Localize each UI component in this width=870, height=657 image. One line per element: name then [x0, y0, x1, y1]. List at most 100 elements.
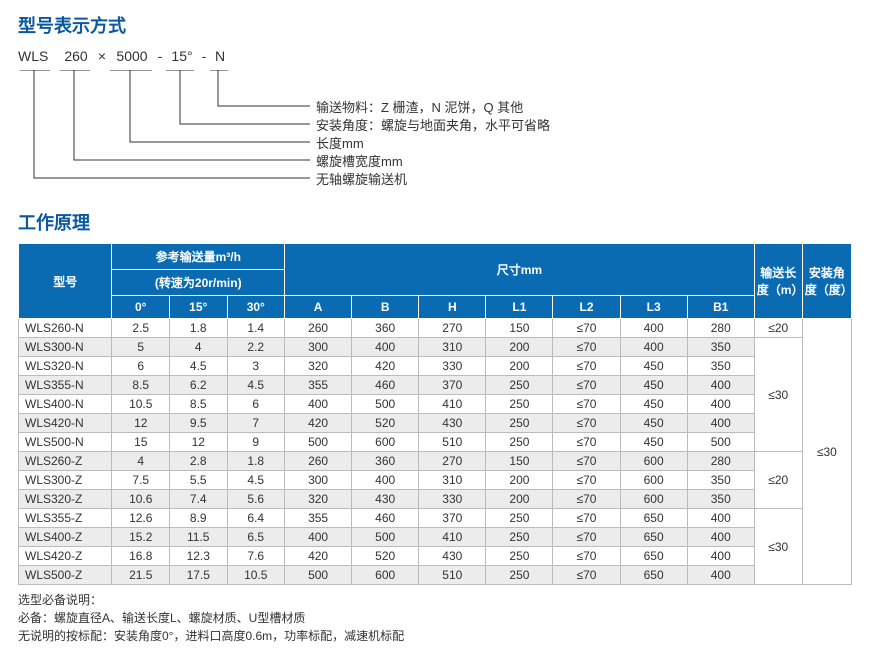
table-cell: 4.5 — [227, 471, 285, 490]
th-15: 15° — [170, 296, 228, 319]
table-row: WLS355-N8.56.24.5355460370250≤70450400 — [19, 376, 852, 395]
note-line-3: 无说明的按标配：安装角度0°，进料口高度0.6m，功率标配，减速机标配 — [18, 627, 852, 645]
table-cell: 250 — [486, 433, 553, 452]
table-cell: 320 — [285, 357, 352, 376]
spec-table-body: WLS260-N2.51.81.4260360270150≤70400280≤2… — [19, 319, 852, 585]
table-cell: 1.8 — [227, 452, 285, 471]
table-cell: 150 — [486, 452, 553, 471]
table-cell: ≤70 — [553, 433, 620, 452]
table-cell: 310 — [419, 338, 486, 357]
th-30: 30° — [227, 296, 285, 319]
table-cell: 430 — [419, 414, 486, 433]
table-row: WLS420-Z16.812.37.6420520430250≤70650400 — [19, 547, 852, 566]
table-cell: 330 — [419, 357, 486, 376]
table-row: WLS260-N2.51.81.4260360270150≤70400280≤2… — [19, 319, 852, 338]
working-principle-section: 工作原理 型号 参考输送量m³/h 尺寸mm 输送长度（m） 安装角度（度） (… — [18, 209, 852, 645]
table-cell: 8.9 — [170, 509, 228, 528]
table-cell: 600 — [352, 566, 419, 585]
table-cell: 500 — [352, 395, 419, 414]
table-cell: 250 — [486, 395, 553, 414]
table-cell: 310 — [419, 471, 486, 490]
th-a: A — [285, 296, 352, 319]
table-cell: 600 — [620, 471, 687, 490]
table-cell: 6 — [112, 357, 170, 376]
table-cell: 300 — [285, 471, 352, 490]
model-dash2: - — [198, 48, 210, 64]
table-cell: 520 — [352, 547, 419, 566]
table-cell: 350 — [687, 490, 754, 509]
table-cell: 400 — [687, 547, 754, 566]
table-cell: 5 — [112, 338, 170, 357]
table-cell: 260 — [285, 319, 352, 338]
table-cell: 360 — [352, 319, 419, 338]
table-cell: 2.2 — [227, 338, 285, 357]
table-cell: 650 — [620, 566, 687, 585]
table-cell: 400 — [620, 319, 687, 338]
table-row: WLS400-N10.58.56400500410250≤70450400 — [19, 395, 852, 414]
th-b1: B1 — [687, 296, 754, 319]
table-cell: ≤70 — [553, 547, 620, 566]
table-cell: 450 — [620, 433, 687, 452]
table-cell: 17.5 — [170, 566, 228, 585]
table-cell: 250 — [486, 414, 553, 433]
table-cell: 270 — [419, 319, 486, 338]
table-row: WLS320-Z10.67.45.6320430330200≤70600350 — [19, 490, 852, 509]
table-cell: 400 — [620, 338, 687, 357]
table-cell: 4.5 — [227, 376, 285, 395]
table-cell: WLS320-Z — [19, 490, 112, 509]
table-cell: 600 — [620, 452, 687, 471]
table-cell: 12 — [170, 433, 228, 452]
table-cell: WLS300-Z — [19, 471, 112, 490]
table-cell: 330 — [419, 490, 486, 509]
table-cell: 400 — [687, 414, 754, 433]
table-cell: ≤70 — [553, 452, 620, 471]
th-l2: L2 — [553, 296, 620, 319]
table-cell: 430 — [352, 490, 419, 509]
table-cell: ≤70 — [553, 376, 620, 395]
table-cell: 5.6 — [227, 490, 285, 509]
table-cell: 430 — [419, 547, 486, 566]
table-cell: 8.5 — [112, 376, 170, 395]
table-cell: 8.5 — [170, 395, 228, 414]
model-desc-machine: 无轴螺旋输送机 — [316, 171, 550, 189]
table-cell: WLS500-N — [19, 433, 112, 452]
table-cell: 250 — [486, 376, 553, 395]
table-cell: 510 — [419, 566, 486, 585]
table-cell: 5.5 — [170, 471, 228, 490]
convey-length-cell: ≤20 — [754, 452, 802, 509]
table-row: WLS300-N542.2300400310200≤70400350≤30 — [19, 338, 852, 357]
table-cell: 9 — [227, 433, 285, 452]
table-cell: WLS260-Z — [19, 452, 112, 471]
table-cell: 10.6 — [112, 490, 170, 509]
th-l1: L1 — [486, 296, 553, 319]
table-cell: 400 — [285, 395, 352, 414]
model-desc-angle: 安装角度：螺旋与地面夹角，水平可省略 — [316, 117, 550, 135]
table-cell: 7.5 — [112, 471, 170, 490]
table-cell: 200 — [486, 357, 553, 376]
note-line-1: 选型必备说明： — [18, 591, 852, 609]
table-cell: 410 — [419, 395, 486, 414]
table-cell: ≤70 — [553, 319, 620, 338]
table-cell: 1.8 — [170, 319, 228, 338]
table-cell: 200 — [486, 471, 553, 490]
table-cell: 6.2 — [170, 376, 228, 395]
table-cell: 370 — [419, 376, 486, 395]
spec-table: 型号 参考输送量m³/h 尺寸mm 输送长度（m） 安装角度（度） (转速为20… — [18, 243, 852, 585]
table-cell: 420 — [285, 547, 352, 566]
table-cell: 200 — [486, 490, 553, 509]
table-cell: 370 — [419, 509, 486, 528]
th-rpm: (转速为20r/min) — [112, 270, 285, 296]
table-cell: ≤70 — [553, 414, 620, 433]
convey-length-cell: ≤20 — [754, 319, 802, 338]
table-cell: 650 — [620, 547, 687, 566]
table-cell: 4 — [170, 338, 228, 357]
table-cell: 450 — [620, 376, 687, 395]
table-row: WLS500-Z21.517.510.5500600510250≤7065040… — [19, 566, 852, 585]
model-desc-material: 输送物料：Z 栅渣，N 泥饼，Q 其他 — [316, 99, 550, 117]
table-cell: 500 — [285, 433, 352, 452]
table-cell: 420 — [285, 414, 352, 433]
th-convey-len: 输送长度（m） — [754, 244, 802, 319]
table-cell: 355 — [285, 376, 352, 395]
table-cell: 520 — [352, 414, 419, 433]
table-cell: 320 — [285, 490, 352, 509]
